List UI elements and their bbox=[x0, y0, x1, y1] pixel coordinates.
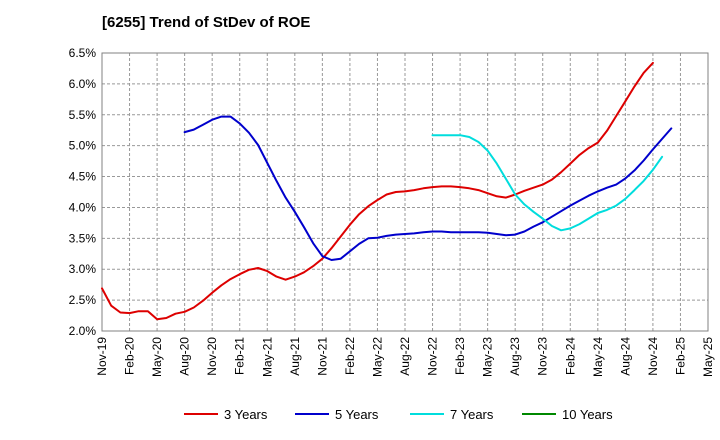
x-tick-label: Feb-23 bbox=[453, 337, 467, 375]
y-tick-label: 6.0% bbox=[69, 77, 97, 91]
x-tick-label: Nov-21 bbox=[315, 337, 329, 376]
legend: 3 Years 5 Years 7 Years 10 Years bbox=[184, 407, 613, 422]
y-tick-label: 2.0% bbox=[69, 324, 97, 338]
x-tick-label: Aug-24 bbox=[618, 337, 632, 376]
x-tick-label: May-23 bbox=[481, 337, 495, 377]
y-tick-label: 3.5% bbox=[69, 231, 97, 245]
x-tick-label: Feb-20 bbox=[123, 337, 137, 375]
x-tick-label: Nov-19 bbox=[95, 337, 109, 376]
y-tick-label: 3.0% bbox=[69, 262, 97, 276]
x-tick-label: Feb-25 bbox=[673, 337, 687, 375]
x-tick-label: May-25 bbox=[701, 337, 715, 377]
x-tick-label: Aug-21 bbox=[288, 337, 302, 376]
x-tick-label: May-24 bbox=[591, 337, 605, 377]
legend-label: 7 Years bbox=[450, 407, 494, 422]
y-tick-label: 4.0% bbox=[69, 200, 97, 214]
x-tick-label: Nov-24 bbox=[646, 337, 660, 376]
legend-label: 3 Years bbox=[224, 407, 268, 422]
y-tick-label: 4.5% bbox=[69, 170, 97, 184]
x-tick-label: Feb-24 bbox=[563, 337, 577, 375]
plot-frame bbox=[101, 52, 709, 332]
x-tick-label: Nov-20 bbox=[205, 337, 219, 376]
y-axis-ticks: 2.0% 2.5% 3.0% 3.5% 4.0% 4.5% 5.0% 5.5% 6.0% 6.5% bbox=[69, 46, 97, 338]
x-tick-label: Feb-21 bbox=[233, 337, 247, 375]
x-tick-label: Aug-20 bbox=[178, 337, 192, 376]
x-tick-label: May-21 bbox=[260, 337, 274, 377]
series-lines bbox=[101, 61, 673, 321]
series-line-7-years bbox=[431, 134, 664, 232]
x-tick-label: May-22 bbox=[370, 337, 384, 377]
y-tick-label: 5.5% bbox=[69, 108, 97, 122]
x-tick-label: Nov-22 bbox=[426, 337, 440, 376]
x-tick-label: Aug-23 bbox=[508, 337, 522, 376]
legend-label: 10 Years bbox=[562, 407, 613, 422]
x-tick-label: Nov-23 bbox=[536, 337, 550, 376]
series-line-3-years bbox=[101, 61, 654, 321]
series-line-5-years bbox=[183, 115, 673, 261]
x-tick-label: Aug-22 bbox=[398, 337, 412, 376]
y-tick-label: 2.5% bbox=[69, 293, 97, 307]
y-tick-label: 5.0% bbox=[69, 139, 97, 153]
legend-label: 5 Years bbox=[335, 407, 379, 422]
chart-title: [6255] Trend of StDev of ROE bbox=[102, 14, 311, 31]
x-axis-ticks: Nov-19 Feb-20 May-20 Aug-20 Nov-20 Feb-21 May-… bbox=[95, 337, 715, 377]
x-tick-label: Feb-22 bbox=[343, 337, 357, 375]
x-tick-label: May-20 bbox=[150, 337, 164, 377]
y-tick-label: 6.5% bbox=[69, 46, 97, 60]
